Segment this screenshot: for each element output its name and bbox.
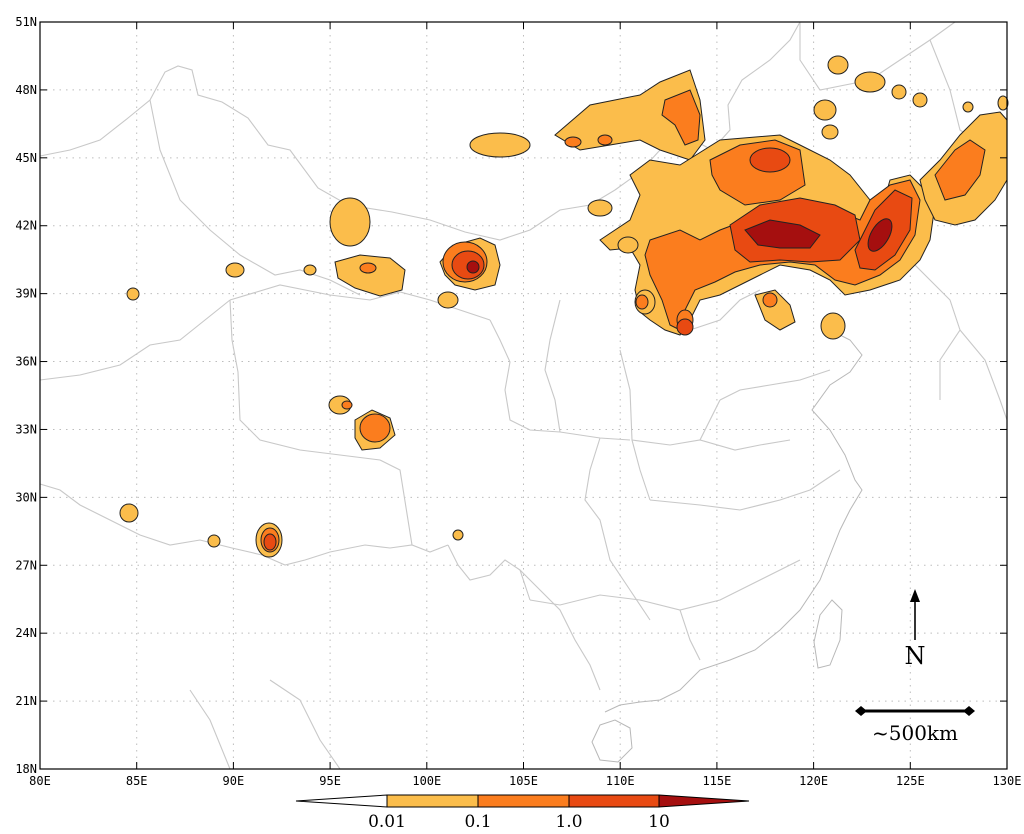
lat-tick-label: 27N <box>15 558 37 572</box>
coastline <box>591 329 863 763</box>
lon-tick-label: 100E <box>412 774 441 788</box>
lon-tick-label: 90E <box>223 774 245 788</box>
lon-tick-label: 120E <box>799 774 828 788</box>
lon-tick-label: 115E <box>702 774 731 788</box>
colorbar-segment <box>386 794 479 808</box>
colorbar-segment <box>568 794 660 808</box>
lat-tick-label: 39N <box>15 287 37 301</box>
north-arrow: N <box>905 589 926 670</box>
lat-tick-label: 48N <box>15 83 37 97</box>
colorbar-segment <box>477 794 570 808</box>
colorbar-segment-under <box>295 794 388 808</box>
scale-bar: ~500km <box>855 706 975 745</box>
lon-tick-label: 105E <box>509 774 538 788</box>
arrow-up-icon <box>910 589 920 602</box>
colorbar-label: 1.0 <box>555 812 582 832</box>
scale-left-diamond-icon <box>855 706 867 716</box>
lon-tick-label: 130E <box>993 774 1022 788</box>
lat-tick-label: 24N <box>15 626 37 640</box>
lat-tick-label: 30N <box>15 490 37 504</box>
colorbar-label: 0.1 <box>464 812 491 832</box>
map-frame <box>39 21 1008 770</box>
lon-tick-label: 95E <box>319 774 341 788</box>
colorbar-label: 0.01 <box>368 812 406 832</box>
north-label: N <box>905 642 926 670</box>
contour-level-10 <box>466 218 893 274</box>
lon-tick-label: 80E <box>29 774 51 788</box>
lon-tick-label: 110E <box>606 774 635 788</box>
lon-tick-label: 85E <box>126 774 148 788</box>
lat-tick-label: 18N <box>15 762 37 776</box>
administrative-borders <box>39 21 1008 770</box>
colorbar: 0.01 0.1 1.0 10 <box>295 794 750 832</box>
deposition-contours <box>119 55 1009 558</box>
lat-tick-label: 42N <box>15 219 37 233</box>
lat-tick-label: 51N <box>15 15 37 29</box>
lat-tick-label: 33N <box>15 422 37 436</box>
lat-tick-label: 45N <box>15 151 37 165</box>
colorbar-label: 10 <box>648 812 670 832</box>
map-plot-area <box>40 22 1007 769</box>
scale-label: ~500km <box>872 721 958 745</box>
lat-tick-label: 21N <box>15 694 37 708</box>
scale-right-diamond-icon <box>963 706 975 716</box>
lon-tick-label: 125E <box>896 774 925 788</box>
axis-ticks: 80E 85E 90E 95E 100E 105E 110E 115E 120E 125E 130E… <box>15 15 1021 788</box>
lat-tick-label: 36N <box>15 355 37 369</box>
colorbar-segment-over <box>658 794 750 808</box>
